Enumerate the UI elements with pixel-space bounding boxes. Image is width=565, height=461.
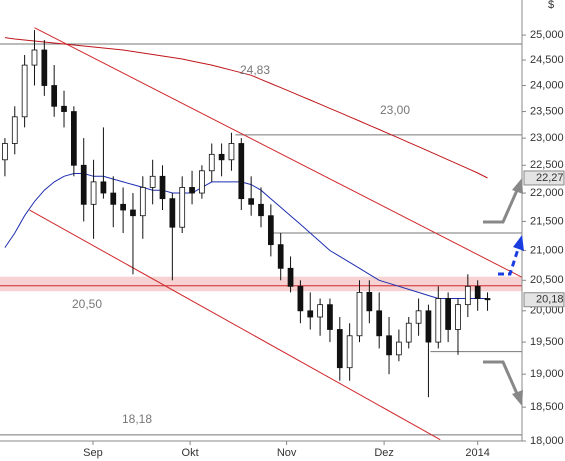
annotation: 18,18: [122, 412, 152, 426]
candle-body: [484, 298, 491, 301]
trend-line: [29, 209, 441, 441]
candle-body: [238, 143, 245, 200]
candle-body: [366, 292, 373, 312]
y-tick-label: 21,500: [530, 215, 564, 227]
arrow-head: [512, 390, 523, 406]
x-tick-label: 2014: [465, 447, 489, 459]
candle-body: [277, 244, 284, 269]
y-tick-label: 19,000: [530, 368, 564, 380]
candle-body: [455, 304, 461, 330]
arrow-head: [512, 178, 523, 194]
arrow-down: [483, 360, 520, 397]
candle-body: [405, 322, 412, 343]
x-tick-label: Sep: [83, 447, 103, 459]
candle-body: [435, 298, 442, 343]
candle-body: [258, 203, 264, 217]
y-tick-label: 25,000: [530, 29, 564, 41]
candle-body: [130, 209, 136, 217]
candle-body: [386, 335, 392, 356]
y-tick-label: 20,000: [530, 305, 564, 317]
zone-band: [0, 276, 522, 292]
candle-body: [120, 203, 126, 211]
candle-body: [199, 170, 205, 194]
y-tick-label: 21,000: [530, 244, 564, 256]
moving-average: [4, 37, 488, 179]
candle-body: [425, 310, 432, 343]
candle-body: [474, 285, 481, 299]
y-tick-label: 20,500: [530, 274, 564, 286]
trend-line: [34, 27, 523, 278]
candle-body: [41, 49, 48, 86]
candle-body: [100, 181, 107, 194]
candle-body: [228, 143, 235, 161]
candle-body: [11, 116, 18, 144]
candle-body: [2, 143, 8, 161]
candle-body: [267, 215, 274, 246]
candle-body: [139, 187, 146, 217]
candle-body: [336, 329, 343, 369]
candle-body: [61, 105, 67, 112]
price-tag: [523, 292, 565, 308]
x-tick-label: Nov: [277, 447, 297, 459]
candle-body: [415, 310, 422, 324]
candle-body: [248, 198, 255, 205]
candle-body: [327, 304, 333, 330]
candle-body: [287, 267, 294, 287]
candle-body: [189, 187, 195, 194]
candle-body: [396, 341, 402, 356]
annotation: 20,50: [72, 297, 102, 311]
candle-body: [179, 187, 186, 228]
candle-body: [297, 285, 304, 312]
y-tick-label: 18,500: [530, 401, 564, 413]
candle-body: [346, 335, 353, 369]
price-tag: [523, 170, 565, 186]
candle-body: [71, 111, 77, 166]
y-tick-label: 19,500: [530, 336, 564, 348]
y-tick-label: 22,500: [530, 159, 564, 171]
x-tick-label: Dez: [374, 447, 394, 459]
candle-body: [51, 85, 58, 107]
y-tick-label: 23,000: [530, 132, 564, 144]
candle-body: [208, 153, 215, 172]
arrows: [483, 178, 524, 406]
candle-body: [149, 175, 156, 188]
candle-body: [31, 49, 38, 66]
candle-body: [464, 285, 471, 306]
arrow-up: [483, 187, 520, 224]
arrow-dashed: [498, 245, 521, 276]
y-tick-label: 24,500: [530, 54, 564, 66]
candle-body: [90, 181, 97, 205]
y-tick-label: 22,000: [530, 187, 564, 199]
y-unit: $: [548, 0, 554, 11]
annotation: 24,83: [240, 63, 270, 77]
y-tick-label: 18,000: [530, 435, 564, 447]
y-tick-label: 24,000: [530, 79, 564, 91]
price-tag-label: 20,18: [536, 294, 564, 306]
candle-body: [307, 310, 314, 318]
candle-body: [110, 192, 117, 205]
x-tick-label: Okt: [182, 447, 199, 459]
candle-body: [356, 292, 363, 337]
candle-body: [317, 304, 323, 318]
price-tag-label: 22,27: [536, 172, 564, 184]
annotation: 23,00: [380, 103, 410, 117]
candle-body: [80, 164, 87, 205]
candle-body: [218, 153, 225, 161]
candle-body: [376, 310, 383, 337]
arrow-head: [513, 235, 524, 251]
candle-body: [21, 64, 28, 118]
candle-body: [445, 298, 451, 330]
y-tick-label: 23,500: [530, 105, 564, 117]
candle-body: [169, 198, 176, 228]
candle-body: [159, 175, 166, 200]
